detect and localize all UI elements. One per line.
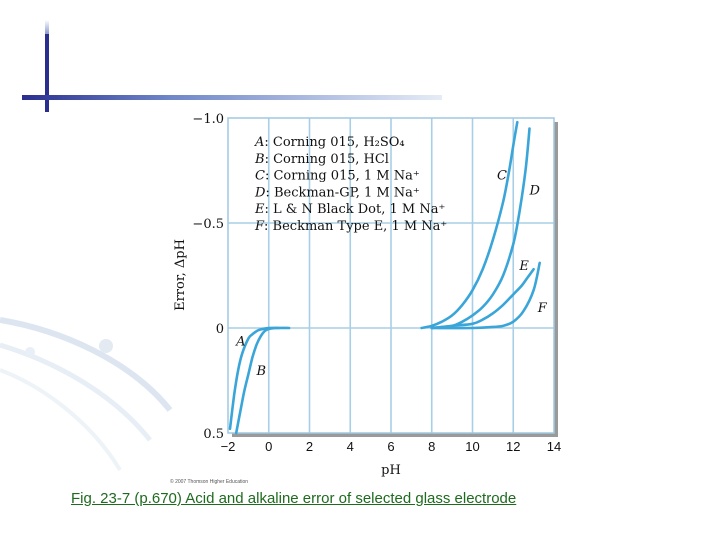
series-label-d: D [529,183,541,198]
series-line-d [430,127,531,330]
legend: A: Corning 015, H₂SO₄ B: Corning 015, HCl… [254,135,447,234]
x-tick-label: 6 [387,439,394,454]
series-label-f: F [537,301,548,316]
legend-text: : Beckman-GP, 1 M Na⁺ [265,185,419,200]
series-line-e [430,267,535,330]
series-label-b: B [256,364,267,379]
x-tick-label: −2 [221,439,236,454]
x-axis-label: pH [381,463,401,478]
legend-entry: B: Corning 015, HCl [254,152,389,167]
legend-text: : Beckman Type E, 1 M Na⁺ [264,219,447,234]
legend-key: A [254,135,264,150]
legend-text: : Corning 015, H₂SO₄ [264,135,404,150]
x-tick-label: 2 [306,439,313,454]
x-tick-label: 14 [547,439,561,454]
legend-entry: C: Corning 015, 1 M Na⁺ [255,169,420,184]
legend-key: B [254,152,265,167]
series-line-b [234,326,291,435]
plot-frame [227,117,555,434]
x-tick-label: 0 [265,439,272,454]
legend-key: D [254,185,266,200]
plot-border [227,117,555,434]
legend-entry: F: Beckman Type E, 1 M Na⁺ [254,219,447,234]
legend-key: C [255,169,265,184]
legend-text: : Corning 015, 1 M Na⁺ [265,169,420,184]
series-label-e: E [518,259,529,274]
y-axis-label: Error, ΔpH [173,239,188,311]
y-tick-label: −0.5 [192,217,224,232]
legend-entry: E: L & N Black Dot, 1 M Na⁺ [254,202,445,217]
x-tick-label: 8 [428,439,435,454]
tick-labels: −2 0 2 4 6 8 10 12 14 −1.0 −0.5 0 0.5 [192,112,561,454]
legend-entry: A: Corning 015, H₂SO₄ [254,135,405,150]
x-tick-label: 10 [465,439,479,454]
slide-corner-vertical-bar [45,32,49,112]
x-tick-label: 12 [506,439,520,454]
figure-caption: Fig. 23-7 (p.670) Acid and alkaline erro… [71,490,517,507]
series-line-f [430,261,541,330]
series-label-a: A [235,335,245,350]
y-tick-label: 0 [216,322,224,337]
slide-corner-horizontal-bar [22,95,442,100]
slide-decoration-swoosh [0,317,173,472]
y-tick-label: −1.0 [192,112,224,127]
series-line-c [420,120,519,330]
legend-key: E [254,202,265,217]
slide-corner-upper-fade [45,20,49,34]
copyright-note: © 2007 Thomson Higher Education [170,478,248,485]
series-line-a [228,326,281,431]
legend-text: : Corning 015, HCl [265,152,389,167]
series-label-c: C [497,169,507,184]
legend-key: F [254,219,265,234]
y-tick-label: 0.5 [203,427,224,442]
legend-text: : L & N Black Dot, 1 M Na⁺ [265,202,446,217]
legend-entry: D: Beckman-GP, 1 M Na⁺ [254,185,420,200]
x-tick-label: 4 [347,439,354,454]
series [228,120,541,435]
